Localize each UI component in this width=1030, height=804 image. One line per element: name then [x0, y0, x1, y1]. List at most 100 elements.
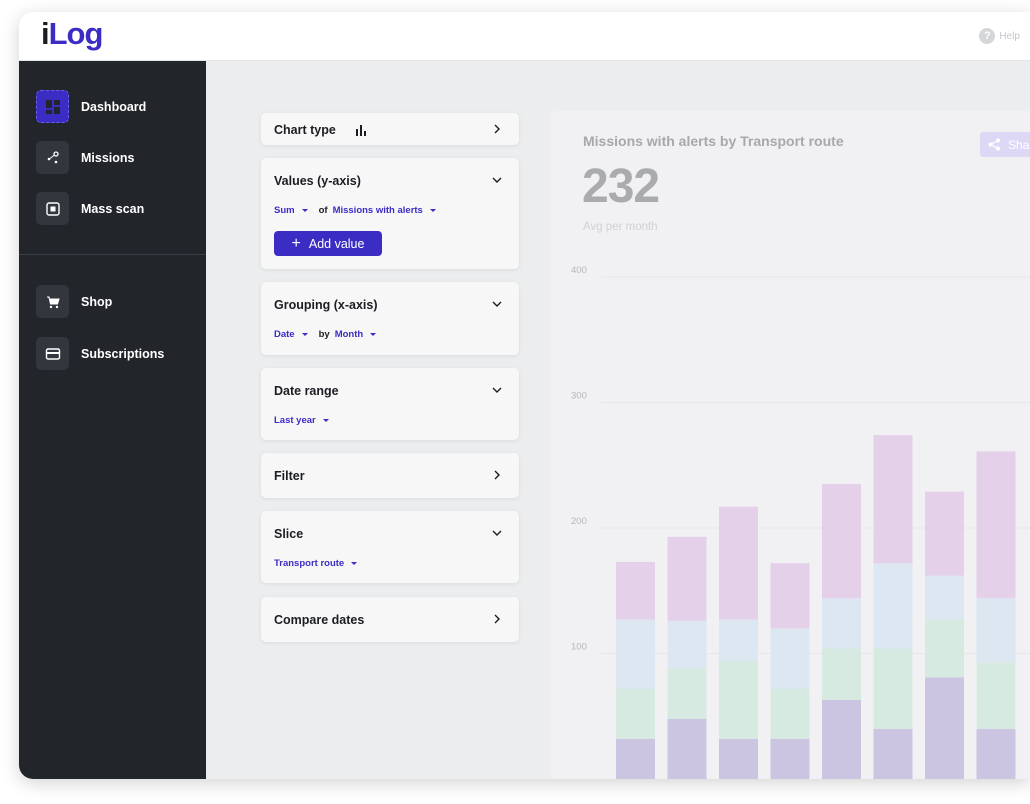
mass-scan-icon — [36, 192, 69, 225]
bar-segment[interactable] — [873, 648, 913, 729]
help-label: Help — [999, 30, 1020, 42]
bar-segment[interactable] — [770, 738, 810, 779]
bar-segment[interactable] — [667, 620, 707, 669]
chevron-right-icon[interactable] — [491, 469, 503, 481]
compare-dates-panel[interactable]: Compare dates — [261, 597, 519, 642]
values-selector-row: Sum of Missions with alerts — [274, 205, 442, 216]
date-range-dropdown[interactable]: Last year — [274, 415, 316, 426]
bar-segment[interactable] — [719, 738, 758, 779]
chevron-down-icon[interactable] — [491, 384, 503, 396]
bar-segment[interactable] — [873, 563, 913, 649]
bar-segment[interactable] — [873, 728, 913, 779]
sidebar-item-label: Missions — [81, 150, 135, 165]
bar-segment[interactable] — [976, 662, 1016, 729]
share-button[interactable]: Sha — [980, 132, 1030, 157]
bar-segment[interactable] — [822, 598, 861, 649]
bar-segment[interactable] — [667, 718, 707, 779]
bar-segment[interactable] — [822, 648, 861, 700]
caret-icon — [322, 419, 329, 422]
sidebar-item-shop[interactable]: Shop — [36, 285, 112, 318]
aggregate-dropdown[interactable]: Sum — [274, 205, 295, 216]
caret-icon — [429, 209, 436, 212]
caret-icon — [301, 209, 308, 212]
caret-icon — [301, 333, 308, 336]
chart-title: Missions with alerts by Transport route — [583, 133, 844, 149]
add-value-button[interactable]: + Add value — [274, 231, 382, 256]
bar-segment[interactable] — [719, 661, 758, 739]
grouping-selector-row: Date by Month — [274, 329, 382, 340]
bar-segment[interactable] — [719, 506, 758, 620]
chevron-right-icon[interactable] — [491, 613, 503, 625]
y-tick-label: 100 — [571, 642, 587, 653]
bar-segment[interactable] — [822, 484, 861, 599]
app-window: iLog ? Help Dashboard Missions Mass scan — [19, 12, 1030, 779]
of-label: of — [318, 205, 328, 216]
y-tick-label: 300 — [571, 391, 587, 402]
chevron-down-icon[interactable] — [491, 174, 503, 186]
bar-segment[interactable] — [976, 598, 1016, 663]
y-tick-label: 200 — [571, 516, 587, 527]
kpi-label: Avg per month — [583, 221, 658, 233]
caret-icon — [370, 333, 377, 336]
cart-icon — [36, 285, 69, 318]
sidebar-item-missions[interactable]: Missions — [36, 141, 135, 174]
bar-segment[interactable] — [616, 688, 655, 739]
chevron-down-icon[interactable] — [491, 527, 503, 539]
date-range-selector-row: Last year — [274, 415, 335, 426]
sidebar-divider — [19, 254, 206, 255]
sidebar-item-label: Shop — [81, 294, 113, 309]
stacked-bar-chart: 100 200 300 400 — [571, 265, 1030, 779]
card-icon — [36, 337, 69, 370]
top-bar: iLog ? Help — [19, 12, 1030, 61]
slice-panel: Slice Transport route — [261, 511, 519, 583]
bar-segment[interactable] — [770, 628, 810, 689]
plus-icon: + — [291, 234, 301, 252]
bar-segment[interactable] — [667, 668, 707, 719]
sidebar-item-label: Dashboard — [81, 99, 147, 114]
bar-segment[interactable] — [976, 451, 1016, 599]
date-range-panel: Date range Last year — [261, 368, 519, 440]
sidebar-item-dashboard[interactable]: Dashboard — [36, 90, 146, 123]
y-tick-label: 400 — [571, 265, 587, 276]
sidebar-item-label: Subscriptions — [81, 346, 165, 361]
bar-segment[interactable] — [822, 699, 861, 779]
help-link[interactable]: ? Help — [979, 28, 1020, 44]
panel-title: Date range — [274, 384, 339, 398]
bar-segment[interactable] — [719, 619, 758, 662]
sidebar-item-label: Mass scan — [81, 201, 145, 216]
bar-segment[interactable] — [925, 619, 964, 678]
caret-icon — [351, 562, 358, 565]
missions-icon — [36, 141, 69, 174]
bar-segment[interactable] — [925, 491, 964, 576]
bar-segment[interactable] — [667, 536, 707, 621]
bar-segment[interactable] — [925, 575, 964, 620]
sidebar-item-mass-scan[interactable]: Mass scan — [36, 192, 144, 225]
bar-segment[interactable] — [925, 677, 964, 779]
bar-segment[interactable] — [616, 738, 655, 779]
chevron-down-icon[interactable] — [491, 298, 503, 310]
panel-title: Values (y-axis) — [274, 174, 361, 188]
dashboard-icon — [36, 90, 69, 123]
slice-selector-row: Transport route — [274, 558, 363, 569]
panel-title: Slice — [274, 527, 304, 541]
filter-panel[interactable]: Filter — [261, 453, 519, 498]
sidebar: Dashboard Missions Mass scan Shop Subsc — [19, 61, 206, 779]
help-icon: ? — [979, 28, 996, 44]
bar-segment[interactable] — [976, 728, 1016, 779]
bar-segment[interactable] — [770, 563, 810, 629]
chevron-right-icon[interactable] — [491, 123, 503, 135]
slice-dropdown[interactable]: Transport route — [274, 558, 345, 569]
bar-segment[interactable] — [616, 619, 655, 689]
group-field-dropdown[interactable]: Date — [274, 329, 295, 340]
chart-type-panel[interactable]: Chart type — [261, 113, 519, 145]
bar-segment[interactable] — [616, 561, 655, 620]
chart-card: Missions with alerts by Transport route … — [551, 111, 1030, 779]
add-value-label: Add value — [308, 236, 365, 251]
bar-segment[interactable] — [873, 435, 913, 564]
app-logo[interactable]: iLog — [41, 16, 103, 51]
bar-segment[interactable] — [770, 688, 810, 739]
bar-chart-icon — [356, 125, 366, 136]
interval-dropdown[interactable]: Month — [334, 329, 364, 340]
metric-dropdown[interactable]: Missions with alerts — [332, 205, 423, 216]
sidebar-item-subscriptions[interactable]: Subscriptions — [36, 337, 164, 370]
